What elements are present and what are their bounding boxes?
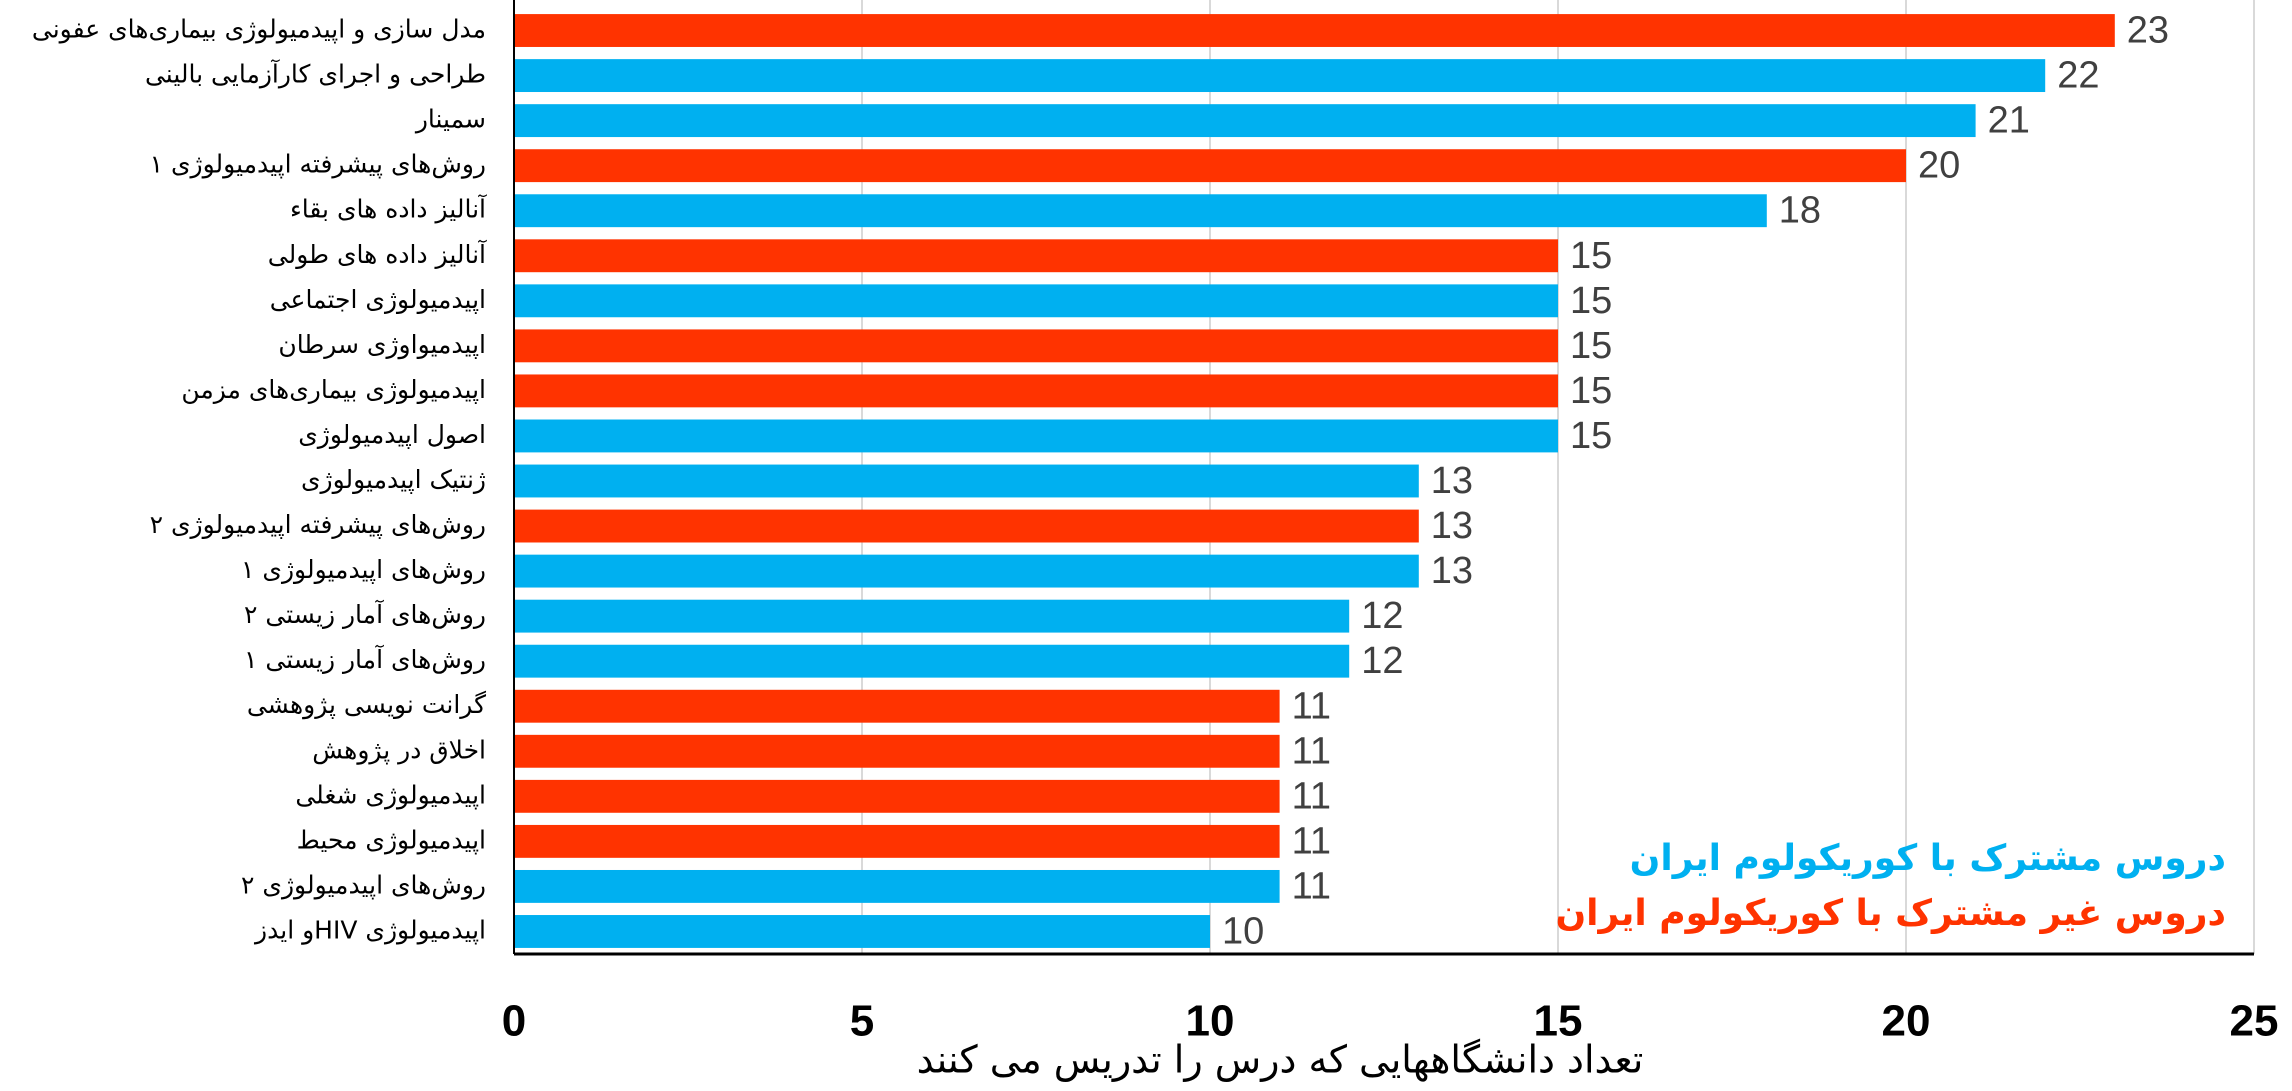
value-label: 11 xyxy=(1292,775,1331,817)
bar xyxy=(514,374,1558,408)
y-tick-label: روش‌های اپیدمیولوژی ۱ xyxy=(241,555,486,585)
value-label: 18 xyxy=(1779,190,1821,232)
bar xyxy=(514,824,1280,858)
value-label: 10 xyxy=(1222,911,1264,953)
bar xyxy=(514,554,1419,588)
y-tick-label: آنالیز داده های بقاء xyxy=(290,194,487,224)
bar xyxy=(514,284,1558,318)
y-tick-label: روش‌های اپیدمیولوژی ۲ xyxy=(241,870,486,900)
value-label: 22 xyxy=(2057,55,2099,97)
x-tick-label: 10 xyxy=(1186,997,1235,1046)
bar xyxy=(514,915,1210,948)
value-label: 15 xyxy=(1570,325,1612,367)
y-tick-label: اپیدمیولوژی اجتماعی xyxy=(270,285,486,314)
bar xyxy=(514,869,1280,903)
x-axis-title: تعداد دانشگاههایی که درس را تدریس می کنن… xyxy=(917,1038,1644,1083)
value-label: 15 xyxy=(1570,235,1612,277)
bar xyxy=(514,464,1419,498)
bar xyxy=(514,509,1419,543)
y-tick-label: آنالیز داده های طولی xyxy=(268,239,487,269)
value-label: 15 xyxy=(1570,370,1612,412)
value-label: 12 xyxy=(1361,640,1403,682)
value-label: 15 xyxy=(1570,415,1612,457)
bar xyxy=(514,329,1558,363)
bar xyxy=(514,779,1280,813)
legend-entry: دروس مشترک با کوریکولوم ایران xyxy=(1630,838,2226,879)
value-label: 11 xyxy=(1292,820,1331,862)
bar xyxy=(514,689,1280,723)
y-tick-label: روش‌های آمار زیستی ۱ xyxy=(244,644,486,675)
y-tick-label: اپیدمیولوژی محیط xyxy=(297,825,486,854)
bar xyxy=(514,149,1906,183)
y-tick-label: ژنتیک اپیدمیولوژی xyxy=(301,465,486,494)
x-tick-label: 5 xyxy=(850,997,874,1046)
value-label: 11 xyxy=(1292,685,1331,727)
y-tick-label: روش‌های آمار زیستی ۲ xyxy=(244,599,486,630)
bar xyxy=(514,644,1350,678)
value-label: 13 xyxy=(1431,505,1473,547)
y-tick-label: گرانت نویسی پژوهشی xyxy=(247,690,486,720)
legend-entry: دروس غیر مشترک با کوریکولوم ایران xyxy=(1555,893,2226,934)
value-label: 11 xyxy=(1292,730,1331,772)
y-tick-label: اپیدمیولوژی بیماری‌های مزمن xyxy=(181,375,486,404)
value-label: 12 xyxy=(1361,595,1403,637)
y-tick-label: طراحی و اجرای کارآزمایی بالینی xyxy=(145,59,486,90)
bar xyxy=(514,734,1280,768)
x-tick-label: 20 xyxy=(1882,997,1931,1046)
bar xyxy=(514,59,2046,93)
y-tick-label: سمینار xyxy=(414,105,486,134)
y-tick-label: روش‌های پیشرفته اپیدمیولوژی ۲ xyxy=(150,510,486,540)
value-label: 20 xyxy=(1918,145,1960,187)
y-tick-label: اخلاق در پژوهش xyxy=(312,735,486,765)
y-tick-label: اپیدمیولوژی شغلی xyxy=(295,780,486,809)
x-tick-label: 15 xyxy=(1534,997,1583,1046)
y-tick-label: روش‌های پیشرفته اپیدمیولوژی ۱ xyxy=(150,150,486,180)
bar xyxy=(514,14,2115,47)
value-label: 23 xyxy=(2127,10,2169,52)
y-tick-label: مدل سازی و اپیدمیولوژی بیماری‌های عفونی xyxy=(32,15,486,45)
bar xyxy=(514,239,1558,273)
value-label: 13 xyxy=(1431,460,1473,502)
bar xyxy=(514,419,1558,453)
y-tick-label: اصول اپیدمیولوژی xyxy=(298,420,486,449)
x-tick-label: 0 xyxy=(502,997,526,1046)
y-tick-label: اپیدمیواوژی سرطان xyxy=(278,330,486,360)
y-tick-label: اپیدمیولوژی HIVو ایدز xyxy=(253,915,486,945)
bar xyxy=(514,599,1350,633)
value-label: 21 xyxy=(1988,100,2030,142)
bar xyxy=(514,104,1976,138)
value-label: 13 xyxy=(1431,550,1473,592)
value-label: 11 xyxy=(1292,865,1331,907)
value-label: 15 xyxy=(1570,280,1612,322)
bar xyxy=(514,194,1767,228)
x-tick-label: 25 xyxy=(2230,997,2279,1046)
